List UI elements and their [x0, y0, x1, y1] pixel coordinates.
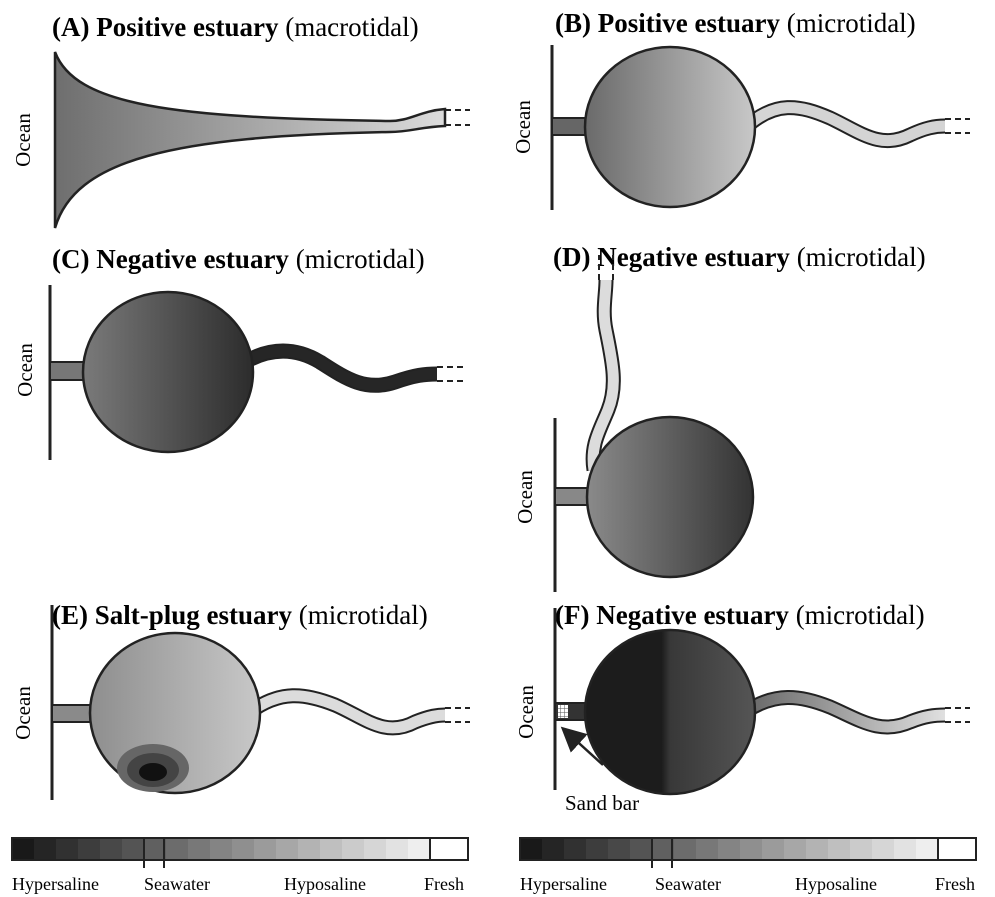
legend-swatch [828, 838, 851, 860]
legend-swatch [298, 838, 321, 860]
panel-title: (A) Positive estuary (macrotidal) [52, 12, 419, 42]
legend-swatch [166, 838, 189, 860]
legend-swatch [188, 838, 211, 860]
salinity-legend: Hypersaline Seawater Hyposaline Fresh [12, 838, 468, 894]
legend-swatch [872, 838, 895, 860]
ocean-label: Ocean [13, 343, 37, 397]
estuary-e [52, 605, 470, 800]
legend-label: Hyposaline [284, 874, 366, 894]
legend-swatch [34, 838, 57, 860]
legend-swatch [784, 838, 807, 860]
estuary-a [55, 52, 470, 228]
legend-swatch [564, 838, 587, 860]
legend-swatch [916, 838, 939, 860]
panel-title: (F) Negative estuary (microtidal) [555, 600, 925, 630]
legend-swatch [894, 838, 917, 860]
legend-swatch [320, 838, 343, 860]
legend-swatch [100, 838, 123, 860]
legend-label: Seawater [144, 874, 210, 894]
legend-swatch [806, 838, 829, 860]
panel-title: (D) Negative estuary (microtidal) [553, 242, 926, 272]
ocean-label: Ocean [514, 685, 538, 739]
legend-swatch [674, 838, 697, 860]
legend-swatch [364, 838, 387, 860]
legend-swatch [276, 838, 299, 860]
panel-title: (C) Negative estuary (microtidal) [52, 244, 425, 274]
legend-swatch [542, 838, 565, 860]
legend-swatch [430, 838, 468, 860]
legend-swatch [12, 838, 35, 860]
legend-swatch [408, 838, 431, 860]
panel-title: (B) Positive estuary (microtidal) [555, 8, 916, 38]
legend-swatch [56, 838, 79, 860]
ocean-label: Ocean [511, 100, 535, 154]
legend-swatch [254, 838, 277, 860]
estuary-b [552, 45, 970, 210]
legend-swatch [718, 838, 741, 860]
legend-swatch [938, 838, 976, 860]
figure: (A) Positive estuary (macrotidal) (B) Po… [0, 0, 995, 897]
legend-swatch [520, 838, 543, 860]
legend-swatch [762, 838, 785, 860]
legend-swatch [740, 838, 763, 860]
panel-title: (E) Salt-plug estuary (microtidal) [52, 600, 428, 630]
legend-label: Seawater [655, 874, 721, 894]
ocean-label: Ocean [11, 686, 35, 740]
legend-swatch [210, 838, 233, 860]
sand-bar-label: Sand bar [565, 791, 639, 815]
legend-swatch [608, 838, 631, 860]
legend-swatch [696, 838, 719, 860]
legend-swatch [586, 838, 609, 860]
legend-swatch [630, 838, 653, 860]
estuary-d [555, 255, 753, 592]
legend-swatch [386, 838, 409, 860]
estuary-c [50, 285, 465, 460]
estuary-f: Sand bar [555, 608, 970, 815]
legend-label: Fresh [424, 874, 464, 894]
ocean-label: Ocean [11, 113, 35, 167]
ocean-label: Ocean [513, 470, 537, 524]
legend-label: Hypersaline [12, 874, 99, 894]
salinity-legend: Hypersaline Seawater Hyposaline Fresh [520, 838, 976, 894]
legend-swatch [342, 838, 365, 860]
legend-swatch [122, 838, 145, 860]
ocean-labels: Ocean Ocean Ocean Ocean Ocean Ocean [11, 100, 538, 740]
legend-label: Hyposaline [795, 874, 877, 894]
legend-swatch [232, 838, 255, 860]
legend-label: Fresh [935, 874, 975, 894]
legend-label: Hypersaline [520, 874, 607, 894]
legend-swatch [850, 838, 873, 860]
legend-swatch [78, 838, 101, 860]
